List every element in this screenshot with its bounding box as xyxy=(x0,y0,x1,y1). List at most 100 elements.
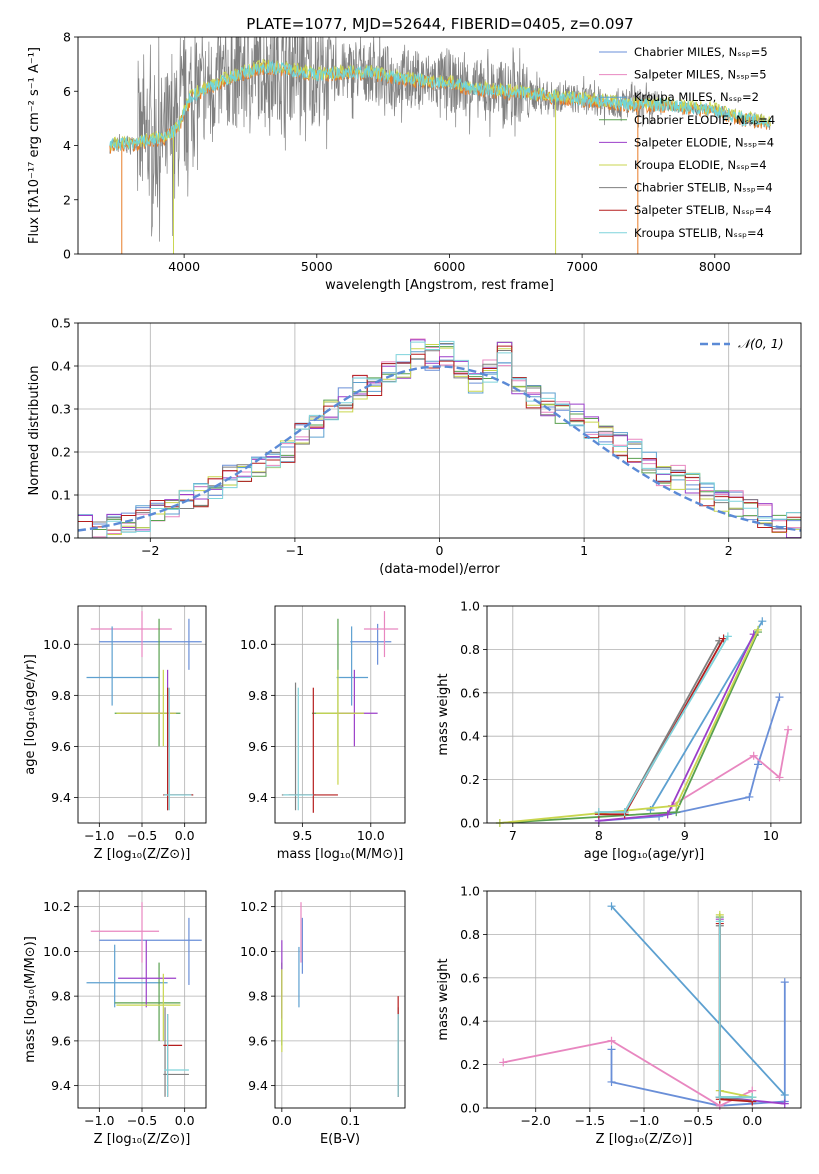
massweight-vs-age-xtick-label: 8 xyxy=(595,828,603,843)
massweight-vs-z-ytick-label: 0.8 xyxy=(460,927,480,942)
legend-label: Kroupa MILES, Nₛₛₚ=2 xyxy=(634,90,759,104)
massweight-vs-z-point-marker xyxy=(715,917,724,926)
residuals-ytick-label: 0.1 xyxy=(51,488,71,503)
massweight-vs-z-series-line xyxy=(718,925,753,1103)
massweight-vs-age-ytick-label: 0.4 xyxy=(460,729,480,744)
age-vs-z-errorbar xyxy=(114,618,181,747)
massweight-vs-age-series-line xyxy=(598,633,755,822)
mass-vs-z-ytick-label: 9.8 xyxy=(51,989,71,1004)
mass-vs-z-ylabel: mass [log₁₀(M/M⊙)] xyxy=(23,936,38,1063)
mass-vs-z-xlabel: Z [log₁₀(Z/Z⊙)] xyxy=(94,1132,191,1147)
spectrum-ytick-label: 2 xyxy=(63,192,71,207)
massweight-vs-z-xtick-label: −2.0 xyxy=(521,1113,551,1128)
age-vs-z-errorbar xyxy=(164,687,192,811)
chart-title: PLATE=1077, MJD=52644, FIBERID=0405, z=0… xyxy=(246,15,633,33)
massweight-vs-z-point-marker xyxy=(607,902,616,911)
spectrum-xtick-label: 4000 xyxy=(168,259,200,274)
massweight-vs-z-point-marker xyxy=(780,1099,789,1108)
massweight-vs-age-point-marker xyxy=(753,760,762,769)
age-vs-mass-errorbar xyxy=(283,687,314,811)
mass-vs-z-xtick-label: 0.0 xyxy=(175,1113,195,1128)
massweight-vs-age-xtick-label: 7 xyxy=(509,828,517,843)
mass-vs-z-axes: −1.0 −0.5 0.0 9.4 9.6 9.8 10.0 10.2 Z [log₁₀(Z/Z… xyxy=(23,891,206,1147)
age-vs-z-errorbar xyxy=(163,687,194,811)
massweight-vs-age-point-marker xyxy=(753,625,762,634)
mass-vs-z-errorbar xyxy=(86,944,168,1008)
massweight-vs-z-axes: −2.0 −1.5 −1.0 −0.5 0.0 0.0 0.2 0.4 0.6 0.8 1.0 Z [… xyxy=(436,884,801,1147)
massweight-vs-age-ytick-label: 0.2 xyxy=(460,772,480,787)
massweight-vs-age-series-line xyxy=(671,729,789,807)
spectrum-axes: 4000 5000 6000 7000 8000 0 2 4 6 8 wavelength [Ang… xyxy=(27,30,731,294)
legend-label: 𝒩(0, 1) xyxy=(738,336,784,351)
spectrum-ytick-label: 4 xyxy=(63,138,71,153)
mass-vs-z-ytick-label: 9.6 xyxy=(51,1033,71,1048)
spectrum-ytick-label: 8 xyxy=(63,30,71,45)
mass-vs-ebv-axes: 0.0 0.1 9.4 9.6 9.8 10.0 10.2 E(B-V) xyxy=(240,891,405,1147)
spectrum-xtick-label: 7000 xyxy=(566,259,598,274)
massweight-vs-age-xtick-label: 10 xyxy=(763,828,779,843)
spectrum-xlabel: wavelength [Angstrom, rest frame] xyxy=(325,278,554,293)
massweight-vs-z-series-line xyxy=(610,905,786,1096)
age-vs-z-frame xyxy=(77,605,207,824)
residual-histogram-step xyxy=(78,338,801,538)
mass-vs-z-ytick-label: 9.4 xyxy=(51,1078,71,1093)
mass-vs-ebv-frame xyxy=(274,890,406,1109)
massweight-vs-z-xtick-label: 0.0 xyxy=(742,1113,762,1128)
residuals-ylabel: Normed distribution xyxy=(27,366,42,496)
massweight-vs-z-series-line xyxy=(718,921,753,1099)
massweight-vs-z-xlabel: Z [log₁₀(Z/Z⊙)] xyxy=(596,1132,693,1147)
age-vs-z-errorbar xyxy=(116,669,177,747)
massweight-vs-age-point-marker xyxy=(758,617,767,626)
legend-label: Salpeter ELODIE, Nₛₛₚ=4 xyxy=(634,135,774,149)
age-vs-mass-ytick-label: 9.8 xyxy=(248,688,268,703)
massweight-vs-z-point-marker xyxy=(780,1090,789,1099)
age-vs-z-errorbar xyxy=(99,618,202,670)
massweight-vs-z-series-line xyxy=(718,923,753,1103)
residuals-ytick-label: 0.0 xyxy=(51,531,71,546)
mass-vs-z-ytick-label: 10.0 xyxy=(43,944,71,959)
massweight-vs-age-xlabel: age [log₁₀(age/yr)] xyxy=(584,847,705,862)
massweight-vs-z-point-marker xyxy=(780,978,789,987)
mass-vs-z-frame xyxy=(77,890,207,1109)
mass-vs-z-xtick-label: −0.5 xyxy=(127,1113,157,1128)
residuals-xtick-label: 0 xyxy=(436,543,444,558)
age-vs-mass-axes: 9.5 10.0 9.4 9.6 9.8 10.0 mass [log₁₀(M/M⊙)] xyxy=(240,606,405,862)
legend-label: Chabrier ELODIE, Nₛₛₚ=4 xyxy=(634,113,775,127)
massweight-vs-z-xtick-label: −1.0 xyxy=(629,1113,659,1128)
age-vs-mass-ytick-label: 10.0 xyxy=(240,637,268,652)
residuals-xtick-label: 1 xyxy=(580,543,588,558)
age-vs-z-ytick-label: 9.4 xyxy=(51,790,71,805)
massweight-vs-age-series-line xyxy=(499,629,759,823)
mass-vs-ebv-ytick-label: 9.8 xyxy=(248,989,268,1004)
mass-vs-ebv-ytick-label: 9.4 xyxy=(248,1078,268,1093)
legend-label: Salpeter MILES, Nₛₛₚ=5 xyxy=(634,68,767,82)
massweight-vs-age-axes: 7 8 9 10 0.0 0.2 0.4 0.6 0.8 1.0 age [log₁₀(age/yr… xyxy=(436,599,801,862)
massweight-vs-age-point-marker xyxy=(784,725,793,734)
massweight-vs-age-point-marker xyxy=(672,801,681,810)
mass-vs-ebv-ytick-label: 10.2 xyxy=(240,899,268,914)
massweight-vs-z-point-marker xyxy=(748,1093,757,1102)
normal-curve xyxy=(77,365,802,532)
massweight-vs-z-series-line xyxy=(718,917,753,1099)
massweight-vs-z-point-marker xyxy=(607,1036,616,1045)
legend-label: Kroupa STELIB, Nₛₛₚ=4 xyxy=(634,226,764,240)
legend-label: Salpeter STELIB, Nₛₛₚ=4 xyxy=(634,203,772,217)
massweight-vs-age-point-marker xyxy=(620,808,629,817)
mass-vs-z-ytick-label: 10.2 xyxy=(43,899,71,914)
massweight-vs-z-ytick-label: 0.4 xyxy=(460,1014,480,1029)
massweight-vs-z-ytick-label: 1.0 xyxy=(460,884,480,899)
massweight-vs-age-point-marker xyxy=(775,693,784,702)
massweight-vs-age-ytick-label: 1.0 xyxy=(460,599,480,614)
massweight-vs-age-frame xyxy=(486,605,802,824)
mass-vs-z-errorbar xyxy=(118,940,177,1008)
age-vs-z-ytick-label: 10.0 xyxy=(43,637,71,652)
residuals-xtick-label: −1 xyxy=(286,543,304,558)
massweight-vs-z-ytick-label: 0.0 xyxy=(460,1101,480,1116)
age-vs-z-xlabel: Z [log₁₀(Z/Z⊙)] xyxy=(94,847,191,862)
massweight-vs-age-xtick-label: 9 xyxy=(681,828,689,843)
massweight-vs-age-point-marker xyxy=(723,632,732,641)
mass-vs-z-errorbar xyxy=(114,962,181,1041)
age-vs-mass-errorbar xyxy=(336,669,378,747)
